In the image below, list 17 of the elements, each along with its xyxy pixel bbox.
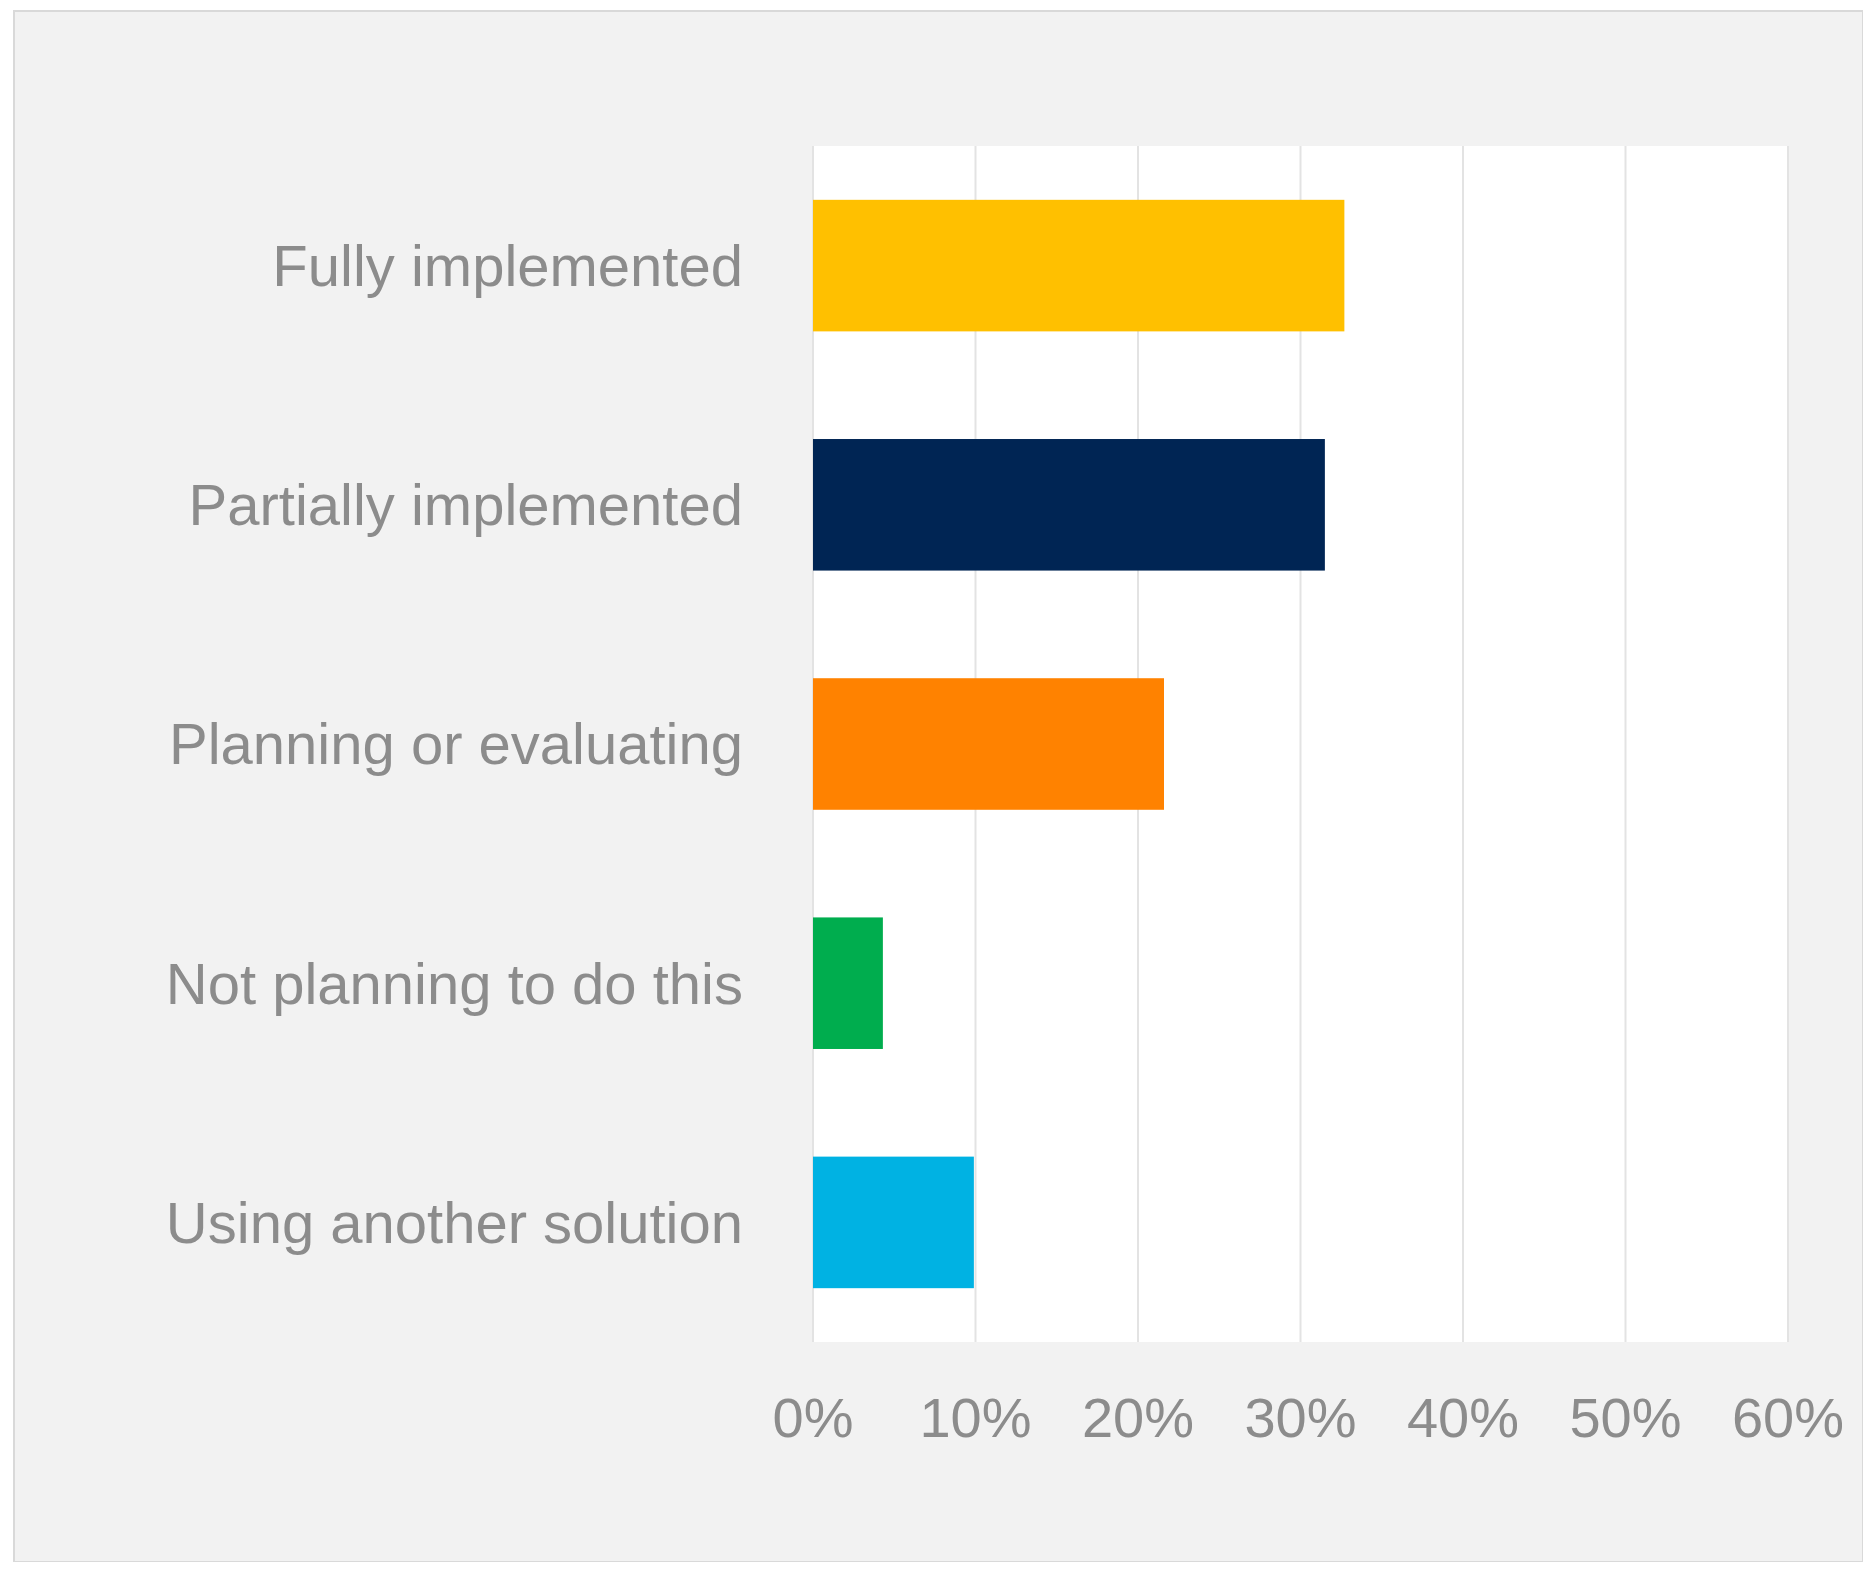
x-tick-label: 30%	[1244, 1386, 1357, 1449]
x-tick-label: 0%	[772, 1386, 854, 1449]
bar	[813, 439, 1325, 571]
x-tick-label: 40%	[1406, 1386, 1520, 1449]
y-tick-label: Using another solution	[165, 1189, 743, 1255]
bar	[813, 917, 883, 1049]
bar	[813, 678, 1164, 810]
x-tick-label: 60%	[1731, 1386, 1845, 1449]
x-tick-label: 50%	[1569, 1386, 1682, 1449]
y-tick-label: Not planning to do this	[165, 950, 743, 1016]
x-tick-label: 20%	[1081, 1386, 1195, 1449]
y-tick-label: Planning or evaluating	[169, 711, 743, 777]
x-tick-label: 10%	[919, 1386, 1032, 1449]
y-tick-label: Fully implemented	[272, 232, 743, 298]
bar	[813, 1156, 974, 1289]
y-tick-label: Partially implemented	[188, 472, 743, 538]
bar	[813, 199, 1345, 332]
